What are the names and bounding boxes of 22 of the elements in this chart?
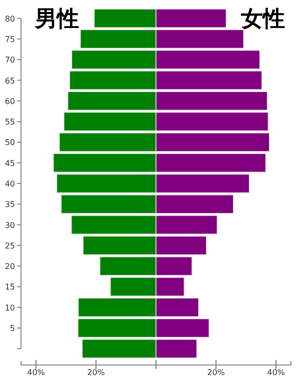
y-tick-label: 30: [4, 220, 15, 230]
series-label: 女性: [240, 7, 285, 32]
y-tick-label: 10: [4, 303, 15, 312]
y-tick-label: 70: [4, 56, 15, 65]
y-tick-label: 80: [4, 14, 15, 24]
series-label: 男性: [34, 7, 79, 32]
x-tick-label: 20%: [87, 368, 106, 377]
y-tick-label: 60: [4, 96, 15, 106]
y-tick-label: 5: [10, 324, 15, 334]
y-tick-label: 65: [4, 76, 15, 86]
y-tick-label: 20: [4, 262, 15, 272]
x-tick-label: 40%: [27, 368, 46, 377]
x-tick-label: 20%: [207, 368, 226, 377]
y-tick-label: 75: [4, 34, 15, 44]
y-tick-label: 25: [4, 241, 15, 250]
y-tick-label: 50: [4, 138, 15, 148]
y-tick-label: 45: [4, 158, 15, 168]
y-tick-label: 40: [4, 180, 15, 188]
y-tick-label: 55: [4, 118, 15, 127]
y-tick-label: 35: [4, 200, 15, 210]
x-tick-label: 40%: [267, 368, 286, 377]
y-tick-label: 15: [4, 282, 15, 292]
